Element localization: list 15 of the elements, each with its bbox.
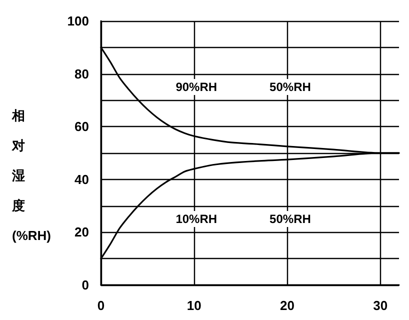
x-tick-label: 0 xyxy=(97,298,105,313)
y-tick-label: 40 xyxy=(74,172,89,187)
y-tick-label: 80 xyxy=(74,66,89,82)
y-tick-label: 20 xyxy=(74,224,89,240)
y-tick-label: 60 xyxy=(74,119,89,134)
y-axis-title: 相对湿度(%RH) xyxy=(11,108,51,243)
x-tick-label: 10 xyxy=(186,298,202,313)
x-tick-label: 30 xyxy=(373,298,388,313)
annotation: 50%RH xyxy=(270,80,311,94)
y-tick-label: 100 xyxy=(67,14,89,28)
annotation: 50%RH xyxy=(270,212,311,226)
annotation: 90%RH xyxy=(176,80,218,94)
annotation: 10%RH xyxy=(176,212,218,226)
y-tick-label: 0 xyxy=(82,278,89,292)
x-tick-label: 20 xyxy=(280,298,294,313)
